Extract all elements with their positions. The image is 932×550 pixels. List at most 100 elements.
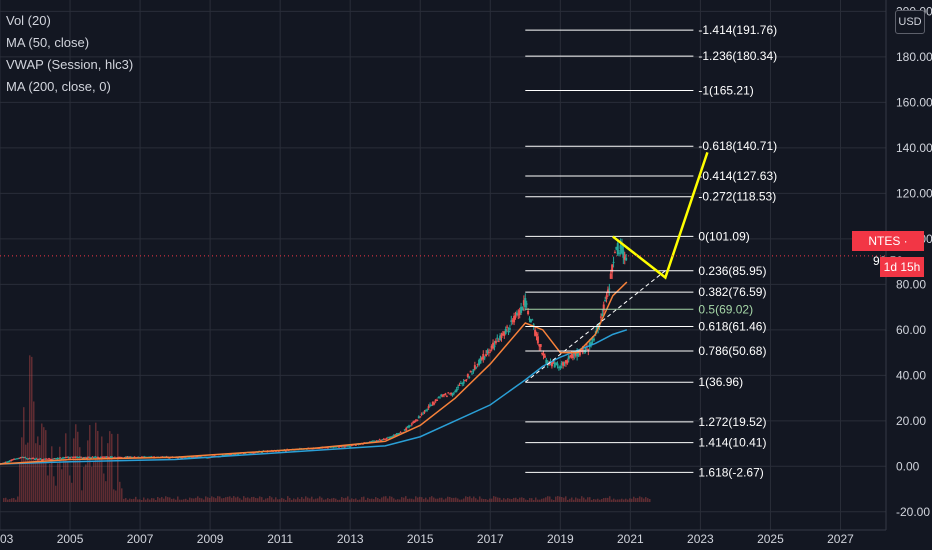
volume-bar — [291, 499, 293, 502]
candle-body — [13, 458, 16, 460]
candle-body — [88, 457, 91, 459]
candle-body — [119, 456, 122, 458]
volume-bar — [19, 463, 21, 502]
volume-bar — [213, 497, 215, 502]
volume-bar — [237, 496, 239, 502]
candle-body — [508, 328, 511, 330]
candle-body — [232, 453, 235, 455]
y-tick-label: 20.00 — [896, 414, 926, 428]
volume-bar — [135, 496, 137, 502]
volume-bar — [25, 444, 27, 502]
volume-bar — [525, 499, 527, 502]
candle-body — [444, 393, 447, 395]
volume-bar — [391, 496, 393, 502]
volume-bar — [147, 498, 149, 502]
volume-bar — [27, 442, 29, 502]
volume-bar — [271, 497, 273, 502]
volume-bar — [55, 485, 57, 502]
candle-body — [451, 394, 454, 396]
candle-body — [564, 360, 567, 364]
candle-body — [479, 358, 482, 364]
volume-bar — [623, 499, 625, 502]
volume-bar — [337, 499, 339, 502]
volume-bar — [143, 497, 145, 502]
volume-bar — [315, 498, 317, 502]
volume-bar — [469, 496, 471, 502]
volume-bar — [411, 498, 413, 502]
x-tick-label: 2015 — [407, 532, 434, 546]
candle-body — [408, 425, 411, 428]
volume-bar — [517, 499, 519, 502]
candle-body — [389, 436, 392, 438]
candle-body — [56, 458, 59, 460]
candle-body — [84, 457, 87, 459]
candle-body — [625, 257, 628, 261]
candle-body — [503, 331, 506, 336]
candle-body — [454, 390, 457, 392]
candle-body — [441, 395, 444, 397]
legend-ma50[interactable]: MA (50, close) — [6, 35, 90, 50]
candle-body — [370, 441, 373, 443]
candle-body — [448, 393, 451, 395]
volume-bar — [265, 498, 267, 502]
candle-body — [185, 456, 188, 458]
volume-bar — [253, 496, 255, 502]
candle-body — [63, 457, 66, 459]
volume-bar — [607, 497, 609, 502]
volume-bar — [47, 475, 49, 502]
volume-bar — [383, 496, 385, 502]
candle-body — [206, 457, 209, 459]
candle-body — [527, 310, 530, 315]
volume-bar — [97, 430, 99, 502]
volume-bar — [355, 498, 357, 502]
volume-bar — [357, 499, 359, 502]
volume-bar — [251, 496, 253, 502]
volume-bar — [555, 496, 557, 502]
volume-bar — [277, 499, 279, 502]
volume-bar — [131, 499, 133, 502]
volume-bar — [175, 499, 177, 502]
volume-bar — [627, 499, 629, 502]
volume-bar — [299, 499, 301, 502]
volume-bar — [341, 497, 343, 502]
candle-body — [181, 457, 184, 459]
candle-body — [116, 457, 119, 459]
volume-bar — [541, 498, 543, 502]
candle-body — [227, 454, 230, 456]
candle-body — [39, 458, 42, 460]
volume-bar — [325, 499, 327, 502]
legend-volume[interactable]: Vol (20) — [6, 13, 51, 28]
candle-body — [83, 457, 86, 459]
candle-body — [335, 446, 338, 448]
candle-body — [59, 457, 62, 459]
legend-ma200[interactable]: MA (200, close, 0) — [6, 79, 111, 94]
candle-body — [415, 419, 418, 421]
volume-bar — [419, 496, 421, 502]
volume-bar — [207, 497, 209, 502]
candle-body — [60, 458, 63, 460]
volume-bar — [77, 431, 79, 502]
volume-bar — [577, 498, 579, 502]
volume-bar — [423, 498, 425, 502]
candle-body — [45, 458, 48, 460]
volume-bar — [529, 498, 531, 502]
candle-body — [513, 316, 516, 323]
legend-vwap[interactable]: VWAP (Session, hlc3) — [6, 57, 134, 72]
candle-body — [337, 446, 340, 448]
candle-body — [81, 457, 84, 459]
volume-bar — [331, 498, 333, 502]
volume-bar — [221, 498, 223, 502]
volume-bar — [397, 499, 399, 502]
volume-bar — [433, 497, 435, 502]
candle-body — [599, 316, 602, 318]
volume-bar — [283, 498, 285, 502]
volume-bar — [231, 497, 233, 502]
volume-bar — [3, 498, 5, 502]
volume-bar — [163, 498, 165, 502]
volume-bar — [301, 497, 303, 502]
candle-body — [458, 384, 461, 386]
volume-bar — [619, 499, 621, 502]
volume-bar — [455, 497, 457, 502]
currency-button[interactable]: USD — [895, 10, 925, 34]
